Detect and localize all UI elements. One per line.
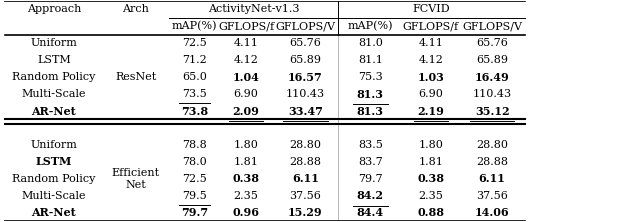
Text: GFLOPS/V: GFLOPS/V: [275, 21, 335, 31]
Text: 71.2: 71.2: [182, 55, 207, 65]
Text: 83.7: 83.7: [358, 157, 383, 167]
Text: 33.47: 33.47: [288, 105, 323, 117]
Text: LSTM: LSTM: [36, 157, 72, 167]
Text: Arch: Arch: [122, 4, 149, 14]
Text: 72.5: 72.5: [182, 174, 207, 184]
Text: 16.57: 16.57: [288, 71, 323, 83]
Text: Multi-Scale: Multi-Scale: [22, 89, 86, 99]
Text: GFLOPS/f: GFLOPS/f: [218, 21, 274, 31]
Text: 0.38: 0.38: [232, 173, 260, 184]
Text: 2.35: 2.35: [234, 191, 259, 201]
Text: 1.03: 1.03: [417, 71, 444, 83]
Text: 72.5: 72.5: [182, 38, 207, 48]
Text: 28.88: 28.88: [289, 157, 321, 167]
Text: GFLOPS/f: GFLOPS/f: [403, 21, 459, 31]
Text: 79.7: 79.7: [358, 174, 383, 184]
Text: 81.3: 81.3: [357, 105, 384, 117]
Text: 35.12: 35.12: [475, 105, 509, 117]
Text: AR-Net: AR-Net: [31, 207, 76, 218]
Text: 1.80: 1.80: [419, 140, 444, 150]
Text: 16.49: 16.49: [475, 71, 509, 83]
Text: GFLOPS/V: GFLOPS/V: [462, 21, 522, 31]
Text: 4.11: 4.11: [419, 38, 444, 48]
Text: 14.06: 14.06: [475, 207, 509, 218]
Text: ResNet: ResNet: [115, 72, 156, 82]
Text: 78.0: 78.0: [182, 157, 207, 167]
Text: 0.38: 0.38: [417, 173, 444, 184]
Text: 73.8: 73.8: [181, 105, 208, 117]
Text: ActivityNet-v1.3: ActivityNet-v1.3: [208, 4, 300, 14]
Text: 110.43: 110.43: [472, 89, 511, 99]
Text: Net: Net: [125, 180, 146, 190]
Text: Uniform: Uniform: [31, 38, 77, 48]
Text: 65.76: 65.76: [476, 38, 508, 48]
Text: 1.04: 1.04: [232, 71, 259, 83]
Text: 78.8: 78.8: [182, 140, 207, 150]
Text: 28.80: 28.80: [289, 140, 321, 150]
Text: 79.7: 79.7: [181, 207, 208, 218]
Text: 65.89: 65.89: [289, 55, 321, 65]
Text: 4.11: 4.11: [234, 38, 259, 48]
Text: 81.3: 81.3: [357, 89, 384, 99]
Text: 6.90: 6.90: [419, 89, 444, 99]
Text: 37.56: 37.56: [476, 191, 508, 201]
Text: 83.5: 83.5: [358, 140, 383, 150]
Text: 84.2: 84.2: [357, 190, 384, 201]
Text: FCVID: FCVID: [413, 4, 451, 14]
Text: 28.88: 28.88: [476, 157, 508, 167]
Text: 6.11: 6.11: [479, 173, 506, 184]
Text: 6.90: 6.90: [234, 89, 259, 99]
Text: 15.29: 15.29: [288, 207, 323, 218]
Text: 0.96: 0.96: [232, 207, 260, 218]
Text: 4.12: 4.12: [234, 55, 259, 65]
Text: Random Policy: Random Policy: [12, 72, 95, 82]
Text: 110.43: 110.43: [286, 89, 325, 99]
Text: 37.56: 37.56: [289, 191, 321, 201]
Text: 2.19: 2.19: [417, 105, 444, 117]
Text: 84.4: 84.4: [356, 207, 384, 218]
Text: 0.88: 0.88: [417, 207, 444, 218]
Text: 1.81: 1.81: [419, 157, 444, 167]
Text: 81.1: 81.1: [358, 55, 383, 65]
Text: Random Policy: Random Policy: [12, 174, 95, 184]
Text: 75.3: 75.3: [358, 72, 383, 82]
Text: mAP(%): mAP(%): [348, 21, 393, 31]
Text: Efficient: Efficient: [112, 168, 160, 178]
Text: 79.5: 79.5: [182, 191, 207, 201]
Text: 1.81: 1.81: [234, 157, 259, 167]
Text: Uniform: Uniform: [31, 140, 77, 150]
Text: 2.35: 2.35: [419, 191, 444, 201]
Text: 73.5: 73.5: [182, 89, 207, 99]
Text: Multi-Scale: Multi-Scale: [22, 191, 86, 201]
Text: 65.76: 65.76: [289, 38, 321, 48]
Text: Approach: Approach: [27, 4, 81, 14]
Text: 1.80: 1.80: [234, 140, 259, 150]
Text: 81.0: 81.0: [358, 38, 383, 48]
Text: 6.11: 6.11: [292, 173, 319, 184]
Text: 65.0: 65.0: [182, 72, 207, 82]
Text: 28.80: 28.80: [476, 140, 508, 150]
Text: AR-Net: AR-Net: [31, 105, 76, 117]
Text: LSTM: LSTM: [37, 55, 71, 65]
Text: 2.09: 2.09: [232, 105, 259, 117]
Text: 65.89: 65.89: [476, 55, 508, 65]
Text: mAP(%): mAP(%): [172, 21, 217, 31]
Text: 4.12: 4.12: [419, 55, 444, 65]
